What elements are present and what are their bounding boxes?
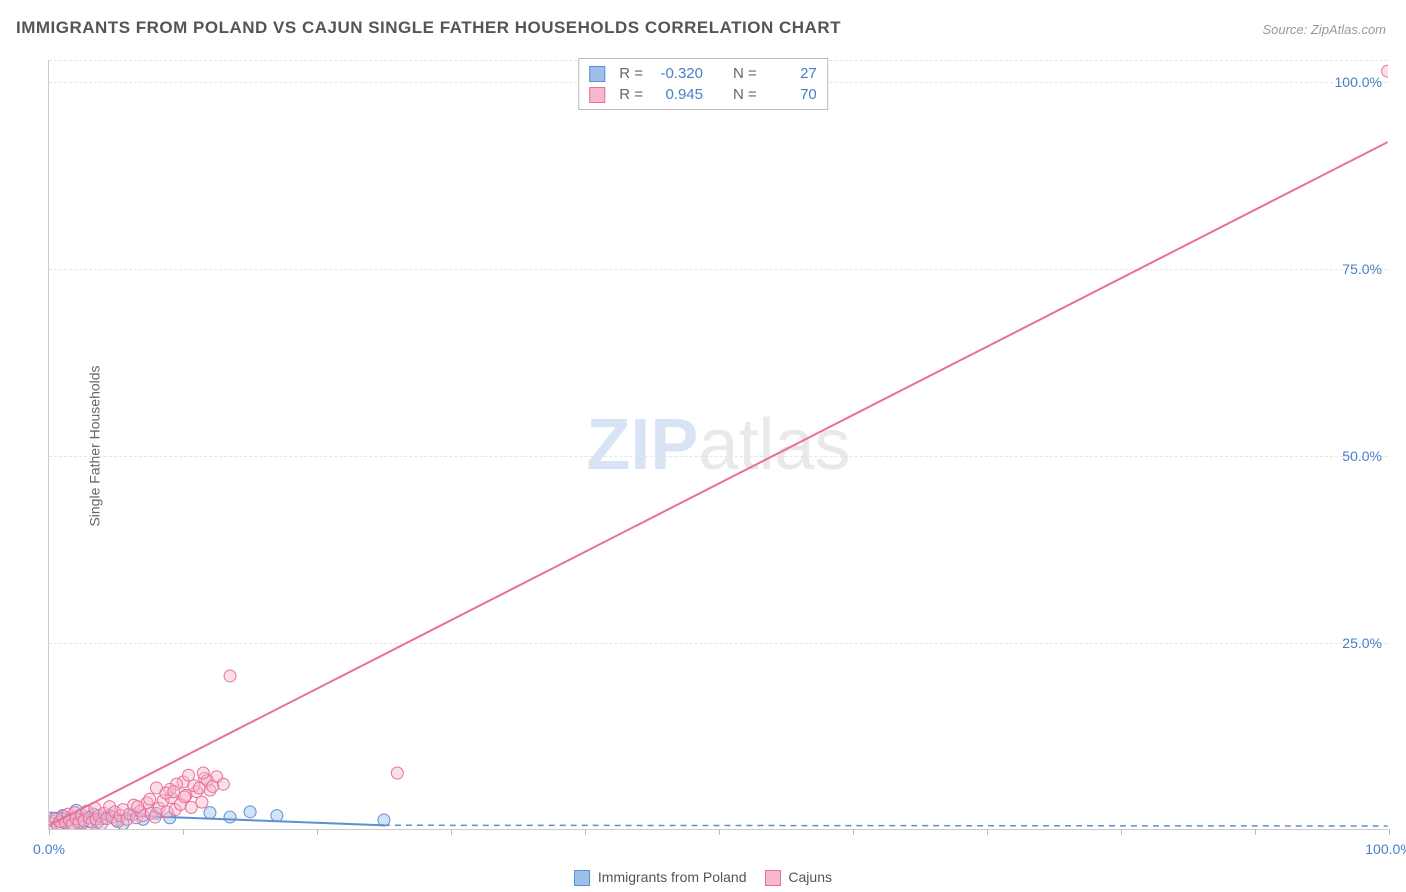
data-point — [217, 778, 229, 790]
legend-label: Immigrants from Poland — [598, 869, 747, 885]
trend-line — [49, 142, 1387, 825]
stat-label: R = — [619, 84, 643, 105]
stat-label: N = — [733, 63, 757, 84]
swatch-icon — [765, 870, 781, 886]
data-point — [207, 780, 219, 792]
correlation-stats-box: R = -0.320 N = 27 R = 0.945 N = 70 — [578, 58, 828, 110]
data-point — [1382, 65, 1388, 77]
plot-area: ZIPatlas 25.0%50.0%75.0%100.0%0.0%100.0% — [48, 60, 1388, 830]
stat-label: N = — [733, 84, 757, 105]
stat-value: 70 — [767, 84, 817, 105]
data-point — [150, 782, 162, 794]
x-tick-label: 100.0% — [1365, 841, 1406, 857]
x-tick — [853, 829, 854, 835]
data-point — [391, 767, 403, 779]
swatch-icon — [574, 870, 590, 886]
stat-value: -0.320 — [653, 63, 703, 84]
stat-row: R = 0.945 N = 70 — [589, 84, 817, 105]
data-point — [224, 811, 236, 823]
data-point — [196, 796, 208, 808]
data-point — [244, 806, 256, 818]
chart-title: IMMIGRANTS FROM POLAND VS CAJUN SINGLE F… — [16, 18, 841, 38]
legend-item: Cajuns — [765, 869, 832, 886]
chart-svg — [49, 60, 1388, 829]
x-tick — [1255, 829, 1256, 835]
data-point — [168, 786, 180, 798]
x-tick-label: 0.0% — [33, 841, 65, 857]
x-tick — [719, 829, 720, 835]
x-tick — [585, 829, 586, 835]
trend-line-extrapolated — [384, 825, 1388, 826]
legend-label: Cajuns — [788, 869, 832, 885]
data-point — [179, 791, 191, 803]
x-tick — [1389, 829, 1390, 835]
data-point — [197, 767, 209, 779]
x-tick — [987, 829, 988, 835]
data-point — [132, 801, 144, 813]
data-point — [183, 769, 195, 781]
swatch-icon — [589, 66, 605, 82]
stat-row: R = -0.320 N = 27 — [589, 63, 817, 84]
swatch-icon — [589, 87, 605, 103]
x-axis-legend: Immigrants from Poland Cajuns — [574, 869, 832, 886]
stat-label: R = — [619, 63, 643, 84]
data-point — [144, 793, 156, 805]
data-point — [185, 801, 197, 813]
data-point — [204, 807, 216, 819]
source-attribution: Source: ZipAtlas.com — [1262, 22, 1386, 37]
stat-value: 0.945 — [653, 84, 703, 105]
x-tick — [183, 829, 184, 835]
data-point — [271, 810, 283, 822]
x-tick — [451, 829, 452, 835]
stat-value: 27 — [767, 63, 817, 84]
x-tick — [1121, 829, 1122, 835]
legend-item: Immigrants from Poland — [574, 869, 747, 886]
x-tick — [49, 829, 50, 835]
x-tick — [317, 829, 318, 835]
data-point — [224, 670, 236, 682]
